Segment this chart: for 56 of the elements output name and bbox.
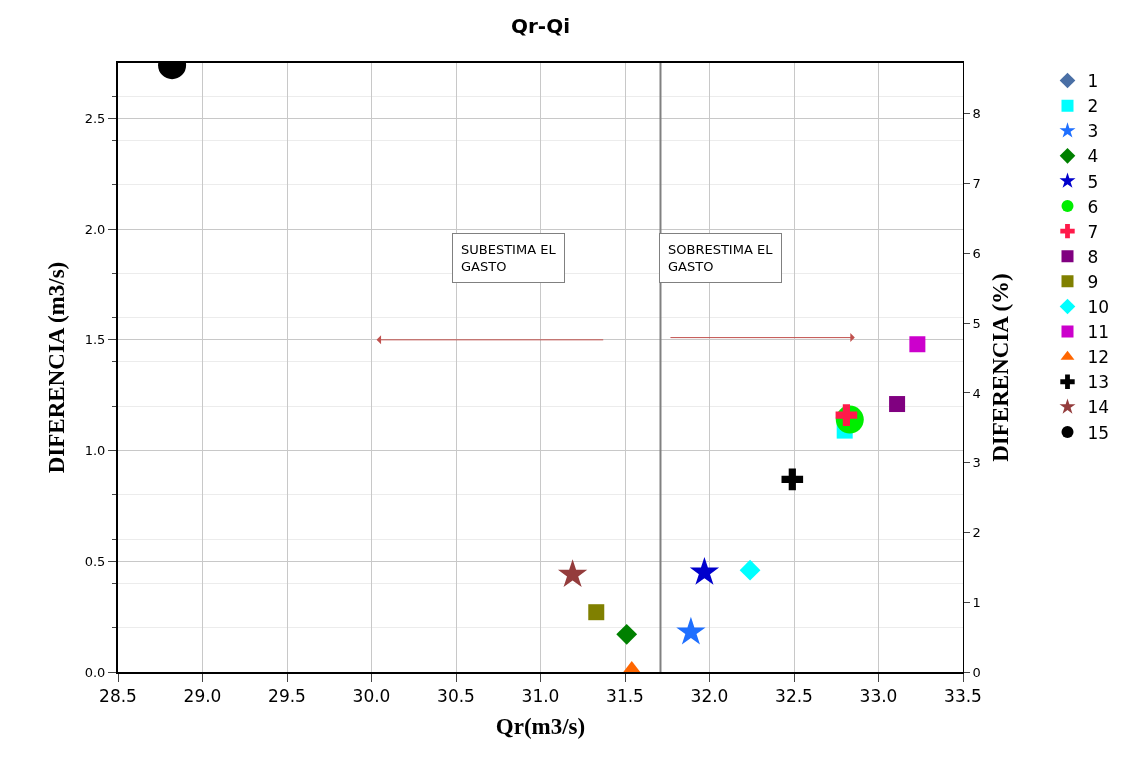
point (588, 604, 605, 621)
legend-label: 4 (1087, 146, 1099, 167)
x-axis-title: Qr(m3/s) (495, 713, 586, 739)
x-tick-label: 29.5 (268, 686, 306, 707)
x-tick-label: 30.0 (352, 686, 391, 707)
annotation: SOBRESTIMA EL GASTO (668, 242, 774, 274)
legend-label: 15 (1087, 422, 1110, 443)
y-tick-label: 0.5 (84, 553, 106, 569)
point (739, 559, 761, 581)
legend-label: 7 (1087, 221, 1099, 242)
y-tick-label: 1.5 (84, 332, 106, 348)
legend-label: 6 (1087, 196, 1099, 217)
y2-axis-title: DIFERENCIA (%) (988, 273, 1014, 462)
y-tick-label: 0.0 (84, 664, 106, 680)
point (889, 396, 906, 413)
chart-title: Qr-Qi (510, 14, 571, 39)
legend-label: 12 (1087, 347, 1110, 368)
y-axis-title: DIFERENCIA (m3/s) (43, 261, 69, 474)
y2-tick-label: 2 (972, 525, 981, 541)
point (909, 336, 926, 353)
y-tick-label: 2.0 (84, 221, 106, 237)
x-tick-label: 32.0 (690, 686, 729, 707)
legend-label: 2 (1087, 96, 1099, 117)
legend-label: 10 (1087, 297, 1110, 318)
y2-tick-label: 5 (972, 315, 981, 331)
x-tick-label: 29.0 (183, 686, 222, 707)
y2-tick-label: 1 (972, 594, 981, 610)
y-tick-label: 1.0 (84, 443, 106, 459)
annotation: SUBESTIMA EL GASTO (461, 242, 557, 274)
x-tick-label: 30.5 (437, 686, 475, 707)
legend-label: 11 (1087, 322, 1110, 343)
point (689, 556, 720, 585)
point (781, 468, 804, 491)
point (616, 623, 638, 645)
y2-tick-label: 8 (972, 106, 981, 122)
legend-label: 14 (1087, 397, 1110, 418)
y2-tick-label: 0 (972, 664, 981, 680)
x-tick-label: 33.5 (944, 686, 982, 707)
y-tick-label: 2.5 (84, 110, 106, 126)
legend-label: 9 (1087, 271, 1099, 292)
legend-label: 3 (1087, 121, 1099, 142)
point (557, 559, 588, 588)
legend-label: 1 (1087, 71, 1099, 92)
x-tick-label: 33.0 (859, 686, 898, 707)
legend-label: 8 (1087, 246, 1099, 267)
point (676, 616, 706, 645)
x-tick-label: 31.5 (606, 686, 644, 707)
legend-label: 5 (1087, 171, 1099, 192)
y2-tick-label: 7 (972, 176, 981, 192)
y2-tick-label: 3 (972, 455, 981, 471)
y2-tick-label: 4 (972, 385, 981, 401)
x-tick-label: 31.0 (521, 686, 560, 707)
x-tick-label: 32.5 (775, 686, 813, 707)
x-tick-label: 28.5 (99, 686, 137, 707)
legend-label: 13 (1087, 372, 1110, 393)
y2-tick-label: 6 (972, 245, 981, 261)
